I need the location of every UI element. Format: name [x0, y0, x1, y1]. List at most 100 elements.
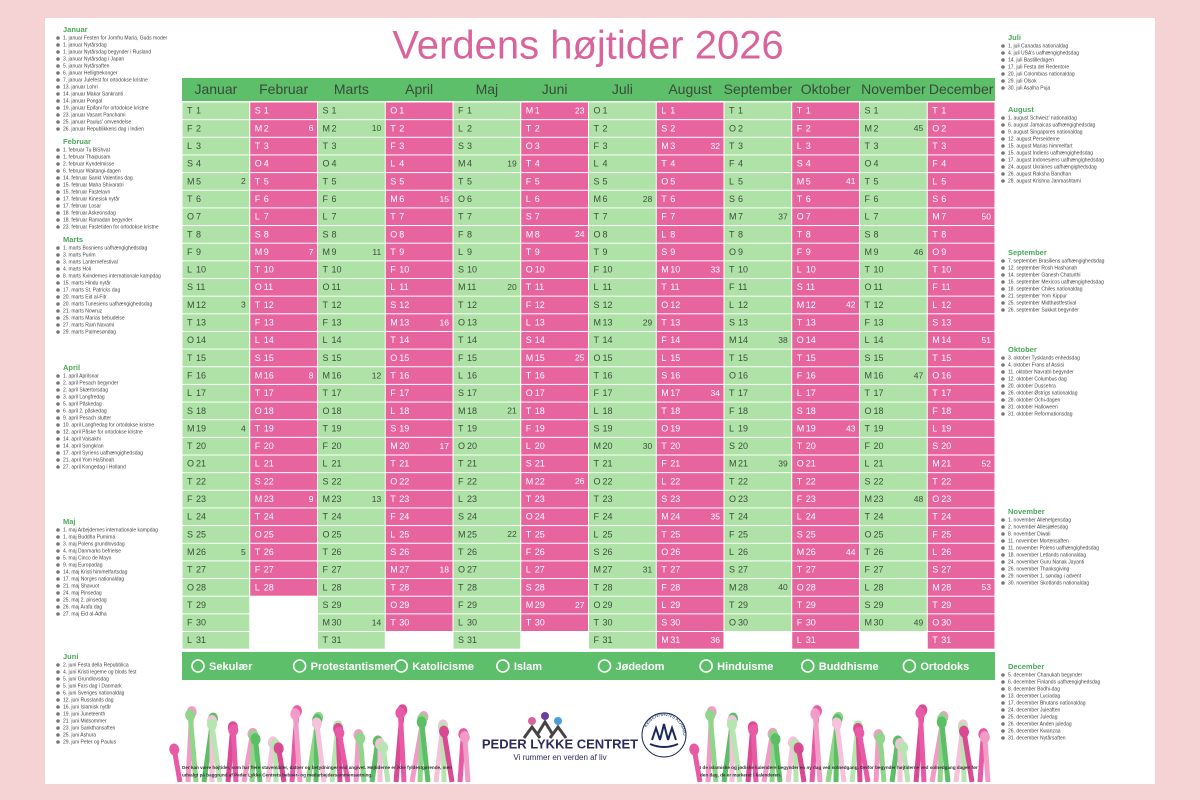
day-cell [724, 490, 792, 508]
sidebar-item: 9. maj Europadag [63, 562, 103, 568]
day-cell [656, 632, 724, 649]
day-cell [453, 190, 521, 208]
sidebar-item: 27. marts Ram Navami [63, 322, 114, 328]
hand-palm [311, 717, 322, 730]
weekday-letter: S [458, 512, 464, 522]
hand-palm [273, 742, 284, 755]
weekday-letter: F [187, 247, 193, 257]
sidebar-item: 4. juni Kristi legeme og blods fest [63, 669, 137, 675]
day-cell [724, 120, 792, 137]
footer-text-line: den dag, de er markeret i kalenderen. [700, 773, 781, 778]
sidebar-item: 8. november Diwali [1008, 531, 1051, 537]
day-cell [724, 367, 792, 384]
week-number: 25 [575, 353, 585, 363]
weekday-letter: L [458, 618, 463, 628]
day-number: 13 [874, 318, 884, 328]
week-number: 30 [643, 441, 653, 451]
day-number: 8 [603, 229, 608, 239]
weekday-letter: L [932, 547, 937, 557]
day-cell [927, 420, 995, 437]
sidebar-item: 18. september Chiles nationaldag [1008, 286, 1083, 292]
weekday-letter: L [661, 229, 666, 239]
day-cell [724, 614, 792, 631]
day-number: 2 [467, 123, 472, 133]
day-cell [589, 402, 656, 420]
sidebar-item: 12. april Påske for ortodokse kristne [63, 428, 143, 435]
weekday-letter: F [729, 529, 735, 539]
day-cell [724, 561, 792, 579]
hand-palm [898, 741, 909, 754]
day-cell [927, 561, 995, 579]
week-number: 51 [982, 335, 992, 345]
day-cell [385, 614, 453, 631]
day-cell [792, 314, 859, 331]
weekday-letter: M [526, 229, 534, 239]
weekday-letter: F [458, 600, 464, 610]
sidebar-bullet [56, 598, 60, 602]
day-cell [860, 367, 927, 384]
sidebar-bullet [56, 211, 60, 215]
sidebar-bullet [56, 330, 60, 334]
weekday-letter: O [797, 459, 804, 469]
sidebar-bullet [56, 57, 60, 61]
week-number: 53 [982, 582, 992, 592]
sidebar-bullet [1001, 301, 1005, 305]
weekday-letter: S [323, 229, 329, 239]
weekday-letter: T [255, 388, 261, 398]
week-number: 17 [440, 441, 450, 451]
day-cell [792, 190, 859, 208]
day-number: 28 [332, 582, 342, 592]
day-cell [656, 596, 724, 614]
day-cell [385, 384, 453, 402]
weekday-letter: F [526, 176, 532, 186]
sidebar-bullet [56, 50, 60, 54]
day-number: 9 [196, 247, 201, 257]
sidebar-item: 21. juni Midsommer [63, 718, 107, 724]
day-cell [860, 420, 927, 437]
week-number: 10 [372, 123, 382, 133]
day-number: 6 [535, 194, 540, 204]
hand-palm [290, 708, 301, 721]
day-number: 27 [535, 565, 545, 575]
day-cell [656, 208, 724, 226]
week-number: 34 [711, 388, 721, 398]
sidebar-bullet [1001, 673, 1005, 677]
weekday-letter: L [390, 529, 395, 539]
sidebar-item: 24. december Juleaften [1008, 707, 1060, 713]
weekday-letter: T [932, 353, 938, 363]
day-cell [182, 226, 250, 243]
weekday-letter: F [458, 106, 464, 116]
month-name: Januar [194, 81, 237, 97]
legend-label: Islam [514, 661, 542, 673]
day-cell [453, 579, 521, 596]
day-cell [860, 614, 927, 631]
day-cell [318, 102, 385, 120]
sidebar-bullet [1001, 58, 1005, 62]
day-cell [589, 420, 656, 437]
sidebar-item: 23. januar Vasant Panchami [63, 112, 125, 118]
hand [273, 742, 287, 783]
weekday-letter: L [187, 635, 192, 645]
day-cell [521, 420, 588, 437]
day-cell [318, 455, 385, 473]
day-number: 11 [332, 282, 341, 292]
weekday-letter: M [390, 318, 398, 328]
week-number: 7 [309, 247, 314, 257]
weekday-letter: F [255, 318, 261, 328]
week-number: 52 [982, 459, 992, 469]
weekday-letter: M [526, 600, 534, 610]
weekday-letter: T [865, 176, 871, 186]
weekday-letter: L [390, 406, 395, 416]
sidebar-item: 4. oktober Frans af Assisi [1008, 362, 1064, 368]
sidebar-item: 1. maj Arbejdernes internationale kampda… [63, 527, 158, 533]
weekday-letter: L [932, 300, 937, 310]
logo-tagline: Vi rummer en verden af liv [513, 753, 606, 762]
day-number: 26 [738, 547, 748, 557]
weekday-letter: O [594, 229, 601, 239]
legend-icon [699, 659, 713, 673]
sidebar-item: 14. september Ganesh Chaturthi [1008, 272, 1081, 278]
sidebar-item: 26. oktober Østrigs nationaldag [1008, 390, 1078, 396]
day-cell [318, 561, 385, 579]
sidebar-bullet [56, 740, 60, 744]
sidebar-item: 1. maj Buddha Purnima [63, 534, 115, 540]
